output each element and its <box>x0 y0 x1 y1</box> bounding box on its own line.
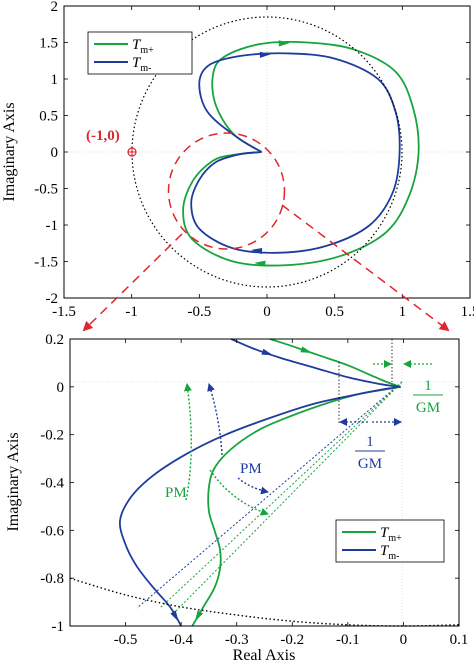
green-pm-arc-up <box>183 383 192 501</box>
top-series-line-tm-minus <box>190 52 401 254</box>
bottom-series-group <box>69 338 460 627</box>
bottom-legend-box <box>335 519 445 563</box>
top-x-tick-label: 0.5 <box>325 304 344 320</box>
bottom-series-line-tm-minus-3 <box>118 385 401 627</box>
top-zoom-circle <box>167 132 286 250</box>
top-legend: Tm+ Tm- <box>87 31 193 75</box>
top-x-tick-label: -1 <box>125 304 138 320</box>
bottom-x-tick-label: -0.3 <box>225 632 249 648</box>
blue-pm-arc-up <box>207 383 223 456</box>
top-series-group <box>182 40 420 267</box>
top-direction-arrow-upper <box>259 51 271 58</box>
top-series-line-tm-plus <box>182 40 420 267</box>
top-y-tick-label: 0 <box>51 145 59 161</box>
bottom-series-line-tm-plus-0 <box>269 338 401 388</box>
green-pm-label: PM <box>165 485 187 501</box>
bottom-legend: Tm+ Tm- <box>335 519 445 563</box>
zoom-arrow-left <box>82 233 183 332</box>
bottom-y-tick-label: 0.2 <box>45 332 64 348</box>
top-legend-box <box>87 31 193 75</box>
critical-point-label: (-1,0) <box>86 128 120 144</box>
top-y-tick-label: 1.5 <box>39 36 58 52</box>
bottom-unit-circle-arc <box>69 577 460 627</box>
bottom-y-tick-label: 0 <box>57 380 65 396</box>
bottom-series-line-tm-minus-2 <box>230 338 401 388</box>
top-y-tick-label: 1 <box>51 72 59 88</box>
green-pm-construction-line-2 <box>174 381 403 613</box>
green-pm-arc-down <box>209 469 269 516</box>
top-x-tick-label: -0.5 <box>187 304 211 320</box>
green-gm-denominator: GM <box>416 400 440 416</box>
bottom-x-tick-label: 0.1 <box>450 632 469 648</box>
top-y-tick-label: 0.5 <box>39 109 58 125</box>
blue-gm-numerator: 1 <box>366 434 374 450</box>
bottom-x-tick-label: -0.1 <box>336 632 360 648</box>
bottom-x-tick-label: -0.2 <box>280 632 304 648</box>
top-y-tick-label: -1 <box>46 218 59 234</box>
top-y-tick-label: -1.5 <box>34 255 58 271</box>
top-y-tick-label: 2 <box>51 0 59 15</box>
top-unit-circle <box>131 16 403 288</box>
bottom-direction-arrow-green <box>300 346 312 353</box>
top-x-tick-label: 0 <box>263 304 271 320</box>
top-nyquist-chart: (-1,0) -1.5 -1 -0.5 0 0.5 1 1.5 2 1.5 1 0.5 0 -0.5 -1… <box>1 0 474 320</box>
top-x-tick-label: 1 <box>399 304 407 320</box>
bottom-zoom-chart: PM PM 1 GM 1 GM -0.5 -0.4 -0.3 -0.2 -0.1 0 0.1… <box>5 332 468 664</box>
green-gm-numerator: 1 <box>424 378 432 394</box>
bottom-direction-arrow-blue-lower <box>170 610 179 622</box>
bottom-y-tick-label: -0.4 <box>40 476 64 492</box>
bottom-x-tick-label: -0.5 <box>114 632 138 648</box>
zoom-arrow-right <box>281 204 450 332</box>
blue-pm-arc-down <box>237 477 269 495</box>
bottom-x-axis-label: Real Axis <box>233 647 296 664</box>
top-ticks: -1.5-1-0.500.511.521.510.50-0.5-1-1.5-2 <box>34 0 474 320</box>
green-pm-construction-line-1 <box>159 381 403 609</box>
bottom-grid-lines <box>70 339 459 626</box>
bottom-x-tick-label: -0.4 <box>169 632 193 648</box>
top-direction-arrow-lower <box>250 247 263 255</box>
bottom-direction-arrow-blue-upper <box>261 348 273 356</box>
bottom-y-tick-label: -0.6 <box>40 523 64 539</box>
top-y-tick-label: -2 <box>46 291 59 307</box>
top-x-tick-label: 1.5 <box>461 304 474 320</box>
top-y-tick-label: -0.5 <box>34 182 58 198</box>
bottom-x-tick-label: 0 <box>400 632 408 648</box>
blue-gm-denominator: GM <box>358 456 382 472</box>
bottom-ticks: -0.5 -0.4 -0.3 -0.2 -0.1 0 0.1 0.2 0 -0.2 -0.4 -0.6… <box>40 332 468 648</box>
top-x-tick-label: -1.5 <box>52 304 76 320</box>
bottom-y-tick-label: -1 <box>52 619 65 635</box>
blue-pm-label: PM <box>240 461 262 477</box>
bottom-direction-arrow-green-lower <box>194 610 204 622</box>
top-direction-arrow-lower <box>254 260 266 267</box>
top-direction-arrow-upper <box>278 40 290 47</box>
bottom-y-tick-label: -0.2 <box>40 428 64 444</box>
bottom-series-line-tm-plus-1 <box>191 385 401 627</box>
bottom-y-tick-label: -0.8 <box>40 571 64 587</box>
top-y-axis-label: Imaginary Axis <box>1 102 18 201</box>
bottom-y-axis-label: Imaginary Axis <box>5 432 22 531</box>
